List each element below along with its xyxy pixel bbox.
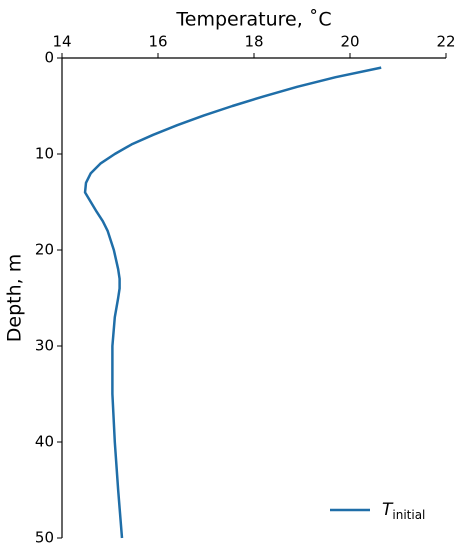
y-tick-label: 40 (35, 433, 54, 451)
y-tick-label: 50 (35, 529, 54, 547)
y-axis-title: Depth, m (4, 254, 26, 342)
x-tick-label: 16 (148, 33, 167, 51)
y-tick-label: 30 (35, 337, 54, 355)
temperature-line (83, 66, 382, 539)
y-tick-label: 0 (44, 49, 54, 67)
x-tick-label: 20 (340, 33, 359, 51)
legend-subscript: initial (392, 508, 425, 522)
y-tick-label: 10 (35, 145, 54, 163)
x-tick-label: 18 (244, 33, 263, 51)
legend-symbol: T (382, 500, 394, 520)
x-axis-title: Temperature, ˚C (175, 9, 331, 31)
x-tick-label: 22 (436, 33, 455, 51)
legend-label: Tinitial (382, 500, 425, 522)
x-tick-label: 14 (52, 33, 71, 51)
y-tick-label: 20 (35, 241, 54, 259)
